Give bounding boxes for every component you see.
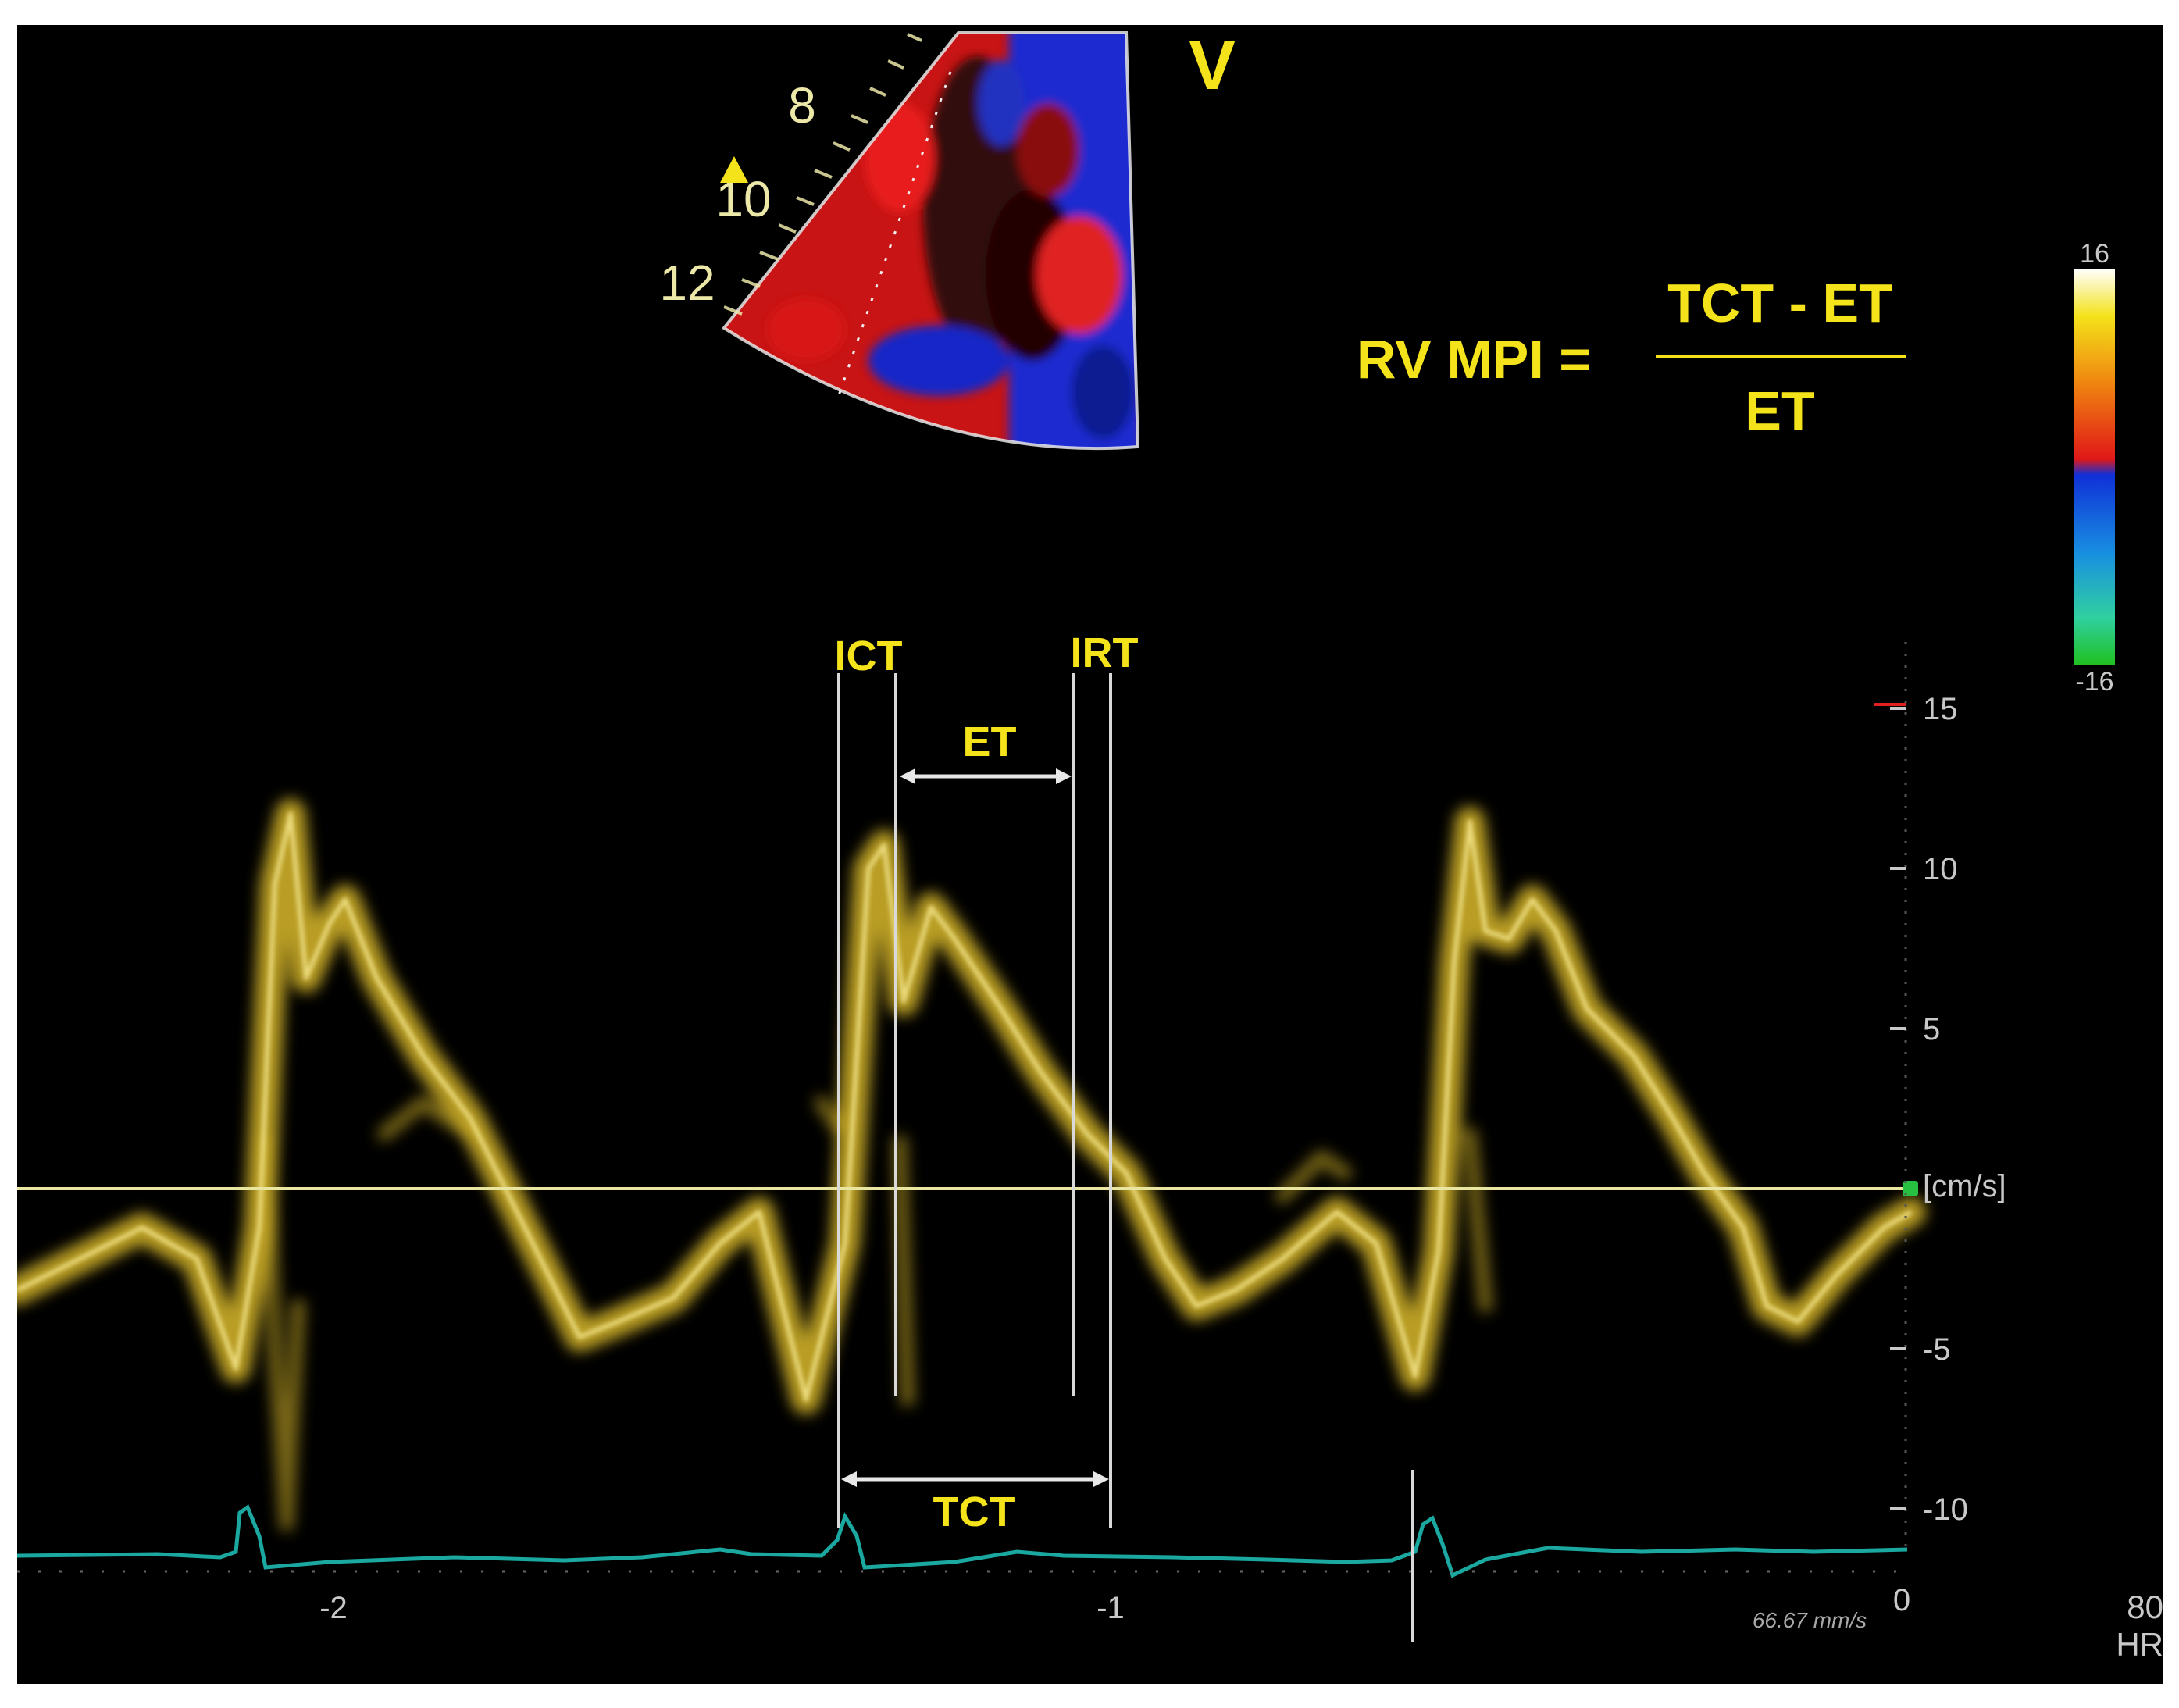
velocity-tick-label: -5 xyxy=(1923,1332,1951,1367)
color-doppler-sector: 8 10 12 V xyxy=(659,27,1236,450)
time-label-0: 0 xyxy=(1893,1583,1910,1617)
depth-label-8: 8 xyxy=(788,77,816,134)
doppler-display: 8 10 12 V RV MPI = TCT - ET ET 16 -16 xyxy=(17,25,2163,1684)
velocity-tick-label: 10 xyxy=(1923,852,1958,886)
depth-label-12: 12 xyxy=(659,255,715,311)
heart-rate-label: HR xyxy=(2116,1626,2163,1663)
sweep-speed-label: 66.67 mm/s xyxy=(1753,1608,1867,1632)
color-scale-bottom-label: -16 xyxy=(2075,667,2113,697)
interval-markers: ICT IRT ET TCT xyxy=(835,629,1139,1535)
tissue-doppler-spectrum xyxy=(17,799,1926,1531)
sample-cursor-line xyxy=(836,71,952,401)
velocity-tick-label: 15 xyxy=(1923,692,1958,726)
tct-label: TCT xyxy=(933,1489,1015,1535)
formula-lhs: RV MPI = xyxy=(1357,329,1591,390)
rv-mpi-formula: RV MPI = TCT - ET ET xyxy=(1357,273,1906,441)
heart-rate-readout: 80 HR xyxy=(2116,1589,2163,1663)
velocity-tick-label: 5 xyxy=(1923,1012,1940,1047)
velocity-axis: [cm/s] 15 10 5 -5 -10 xyxy=(1874,642,2006,1548)
triangle-marker-icon xyxy=(720,156,748,183)
time-axis: -2 -1 0 66.67 mm/s xyxy=(17,1570,1910,1632)
irt-label: IRT xyxy=(1071,629,1139,676)
color-scale-bar xyxy=(2074,269,2115,665)
formula-numerator: TCT - ET xyxy=(1667,273,1892,333)
velocity-tick-label: -10 xyxy=(1923,1492,1968,1527)
velocity-unit-label: [cm/s] xyxy=(1923,1169,2006,1203)
et-label: ET xyxy=(962,719,1016,765)
view-label: V xyxy=(1189,27,1236,105)
ecg-trace xyxy=(17,1504,1908,1578)
color-scale-top-label: 16 xyxy=(2080,239,2109,269)
time-label-minus-1: -1 xyxy=(1097,1591,1125,1625)
color-velocity-scale: 16 -16 xyxy=(2074,239,2115,697)
formula-denominator: ET xyxy=(1745,380,1814,441)
time-label-minus-2: -2 xyxy=(319,1591,348,1625)
heart-rate-value: 80 xyxy=(2127,1589,2163,1625)
ict-label: ICT xyxy=(835,633,903,679)
